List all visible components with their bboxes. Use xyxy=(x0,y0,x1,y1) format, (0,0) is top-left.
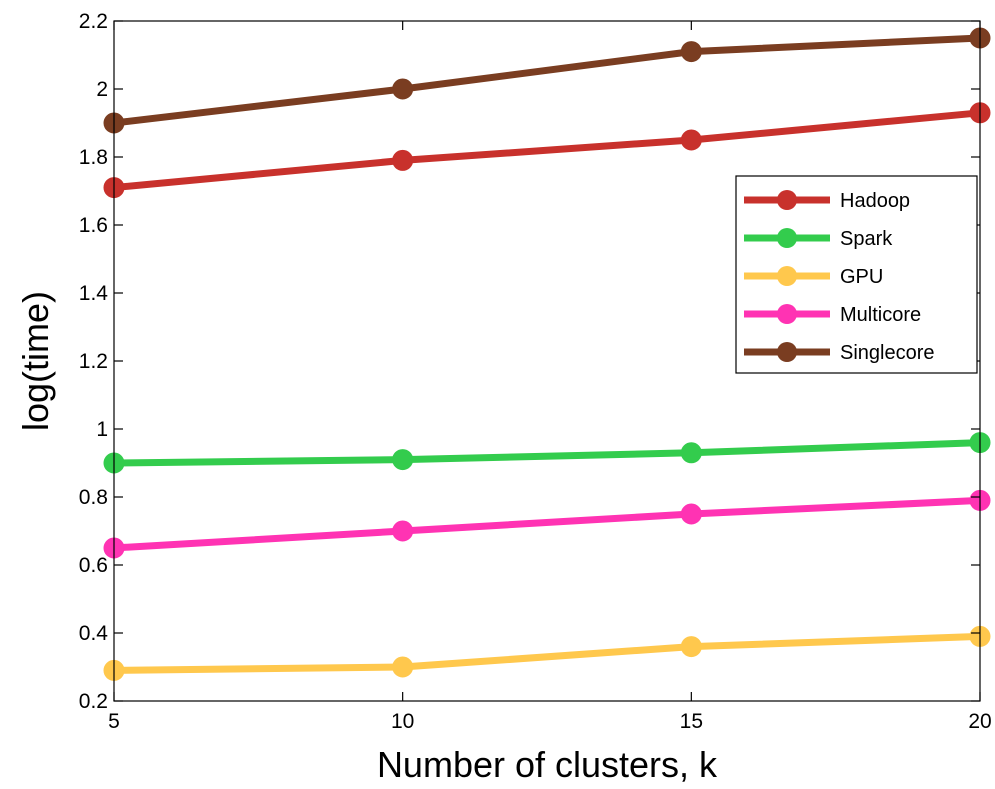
data-point xyxy=(392,520,414,542)
series-layer xyxy=(103,27,991,681)
legend-item-hadoop: Hadoop xyxy=(744,190,910,212)
y-axis-title: log(time) xyxy=(15,291,56,431)
legend-label: Singlecore xyxy=(840,342,935,364)
y-tick-label: 0.4 xyxy=(79,622,109,645)
y-tick-label: 1.6 xyxy=(79,214,108,237)
legend-label: GPU xyxy=(840,266,883,288)
y-tick-label: 1.4 xyxy=(79,282,109,305)
data-point xyxy=(680,41,702,63)
legend-item-singlecore: Singlecore xyxy=(744,342,935,364)
y-tick-label: 1 xyxy=(96,418,108,441)
y-tick-label: 0.2 xyxy=(79,690,108,713)
y-tick-label: 0.8 xyxy=(79,486,108,509)
legend-label: Spark xyxy=(840,228,893,250)
legend-item-gpu: GPU xyxy=(744,266,883,288)
x-tick-label: 10 xyxy=(391,710,414,733)
data-point xyxy=(392,449,414,471)
legend-marker xyxy=(777,266,797,286)
data-point xyxy=(680,442,702,464)
series-line xyxy=(113,632,981,674)
x-tick-label: 5 xyxy=(108,710,120,733)
series-line xyxy=(113,34,981,127)
series-line xyxy=(113,109,981,192)
legend-label: Hadoop xyxy=(840,190,910,212)
legend: Hadoop Spark GPU Multicore Singlecore xyxy=(735,175,978,374)
data-point xyxy=(392,656,414,678)
ticks-layer: 0.2 0.4 0.6 0.8 1 1.2 1.4 1.6 1.8 2 2.2 5 10 15 20 xyxy=(79,10,992,733)
legend-marker xyxy=(777,190,797,210)
y-tick-label: 0.6 xyxy=(79,554,108,577)
y-tick-label: 1.2 xyxy=(79,350,108,373)
data-point xyxy=(680,129,702,151)
legend-marker xyxy=(777,342,797,362)
series-line xyxy=(113,439,981,467)
legend-item-multicore: Multicore xyxy=(744,304,921,326)
data-point xyxy=(392,149,414,171)
data-point xyxy=(392,78,414,100)
x-axis-title: Number of clusters, k xyxy=(377,744,718,785)
x-tick-label: 20 xyxy=(968,710,991,733)
y-tick-label: 1.8 xyxy=(79,146,108,169)
data-point xyxy=(680,503,702,525)
y-tick-label: 2 xyxy=(96,78,108,101)
series-line xyxy=(113,496,981,552)
legend-label: Multicore xyxy=(840,304,921,326)
data-point xyxy=(680,636,702,658)
series-hadoop xyxy=(103,102,991,199)
legend-item-spark: Spark xyxy=(744,228,893,250)
y-tick-label: 2.2 xyxy=(79,10,108,33)
x-tick-label: 15 xyxy=(680,710,703,733)
legend-marker xyxy=(777,228,797,248)
legend-marker xyxy=(777,304,797,324)
